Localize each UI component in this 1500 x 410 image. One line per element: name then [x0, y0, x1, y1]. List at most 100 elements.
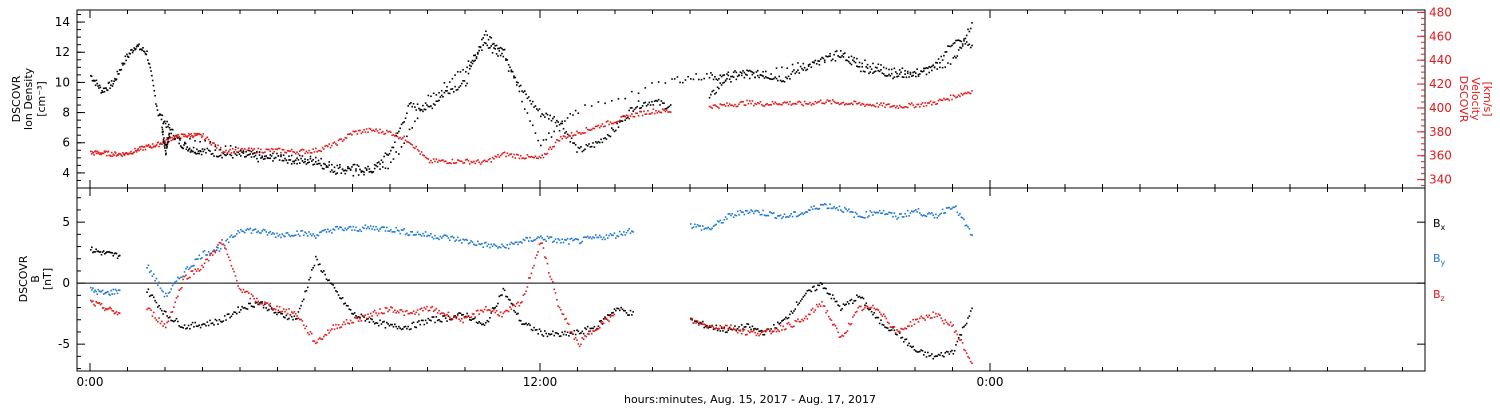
- bottom-bz-point: [884, 315, 886, 318]
- top-series-0-point: [442, 95, 444, 98]
- top-series-0-point: [126, 53, 128, 56]
- bottom-bz-point: [353, 316, 356, 319]
- bottom-bx-point: [345, 304, 348, 307]
- top-series-1-point: [489, 157, 491, 160]
- bottom-by-point: [469, 242, 471, 244]
- bottom-by-point: [917, 207, 920, 210]
- bottom-bz-point: [971, 362, 973, 365]
- top-series-1-point: [767, 104, 770, 106]
- bottom-bx-point: [108, 251, 110, 253]
- bottom-bz-point: [440, 312, 443, 315]
- top-series-0-point: [807, 64, 810, 66]
- bottom-bx-point: [353, 312, 356, 314]
- bottom-bz-point: [328, 332, 330, 334]
- top-series-0-point: [931, 69, 933, 72]
- bottom-bz-point: [371, 315, 373, 317]
- bottom-by-point: [523, 239, 526, 242]
- top-series-0-point: [873, 71, 876, 73]
- top-series-0-point: [313, 163, 316, 165]
- bottom-bz-point: [825, 311, 827, 314]
- bottom-by-point: [316, 234, 318, 236]
- bottom-bx-point: [101, 251, 104, 253]
- bottom-bx-point: [162, 313, 164, 315]
- bottom-bz-point: [893, 326, 896, 328]
- top-series-0-point: [600, 138, 602, 141]
- bottom-bz-point: [235, 279, 238, 282]
- bottom-bx-point: [154, 299, 156, 302]
- top-series-1-point: [833, 100, 835, 103]
- top-series-0-point: [213, 155, 215, 157]
- bottom-bx-point: [803, 294, 806, 297]
- bottom-bx-point: [602, 318, 605, 320]
- top-series-1-point: [106, 151, 109, 153]
- top-series-2-point: [282, 154, 285, 157]
- bottom-bz-point: [767, 328, 770, 330]
- top-series-1-point: [140, 145, 143, 148]
- top-series-0-point: [306, 162, 309, 164]
- top-series-2-point: [715, 78, 718, 80]
- top-right-tick-label-3: 400: [1429, 101, 1452, 115]
- top-series-1-point: [331, 144, 333, 147]
- top-series-0-point: [118, 73, 120, 75]
- top-series-1-point: [625, 114, 628, 117]
- bottom-bx-point: [578, 332, 581, 335]
- top-series-2-point: [931, 65, 933, 68]
- bottom-bz-point: [93, 303, 95, 306]
- top-series-0-point: [825, 55, 827, 57]
- top-series-2-point: [454, 74, 456, 76]
- top-series-0-point: [728, 78, 731, 81]
- top-series-0-point: [628, 109, 630, 112]
- top-series-0-point: [102, 91, 104, 94]
- bottom-bz-point: [458, 318, 460, 321]
- top-series-0-point: [912, 71, 914, 74]
- top-series-1-point: [120, 154, 123, 157]
- top-series-2-point: [486, 44, 489, 47]
- bottom-bz-point: [544, 256, 546, 258]
- top-series-1-point: [349, 132, 352, 135]
- bottom-bx-point: [294, 318, 297, 320]
- bottom-bz-point: [349, 319, 352, 322]
- top-series-1-point: [860, 104, 862, 106]
- bottom-bz-point: [333, 328, 336, 331]
- bottom-by-point: [510, 241, 513, 244]
- top-series-2-point: [339, 163, 341, 166]
- top-series-0-point: [771, 78, 774, 81]
- top-series-1-point: [371, 129, 373, 132]
- top-series-2-point: [698, 78, 700, 81]
- top-series-2-point: [349, 168, 352, 171]
- bottom-bx-point: [864, 304, 866, 307]
- bottom-by-point: [797, 215, 799, 217]
- bottom-bz-point: [301, 320, 304, 322]
- bottom-bz-point: [813, 311, 815, 313]
- top-series-1-point: [163, 140, 166, 142]
- top-series-0-point: [185, 148, 188, 151]
- top-series-1-point: [235, 151, 238, 153]
- top-series-0-point: [848, 56, 850, 59]
- top-series-1-point: [150, 146, 152, 149]
- top-series-1-point: [482, 160, 485, 162]
- bottom-bx-point: [861, 296, 864, 299]
- bottom-bz-point: [690, 318, 692, 321]
- top-series-0-point: [470, 65, 472, 68]
- top-series-0-point: [200, 150, 202, 153]
- bottom-bx-point: [357, 316, 360, 318]
- top-series-1-point: [769, 104, 771, 106]
- bottom-by-point: [105, 291, 107, 294]
- bottom-by-point: [390, 228, 392, 231]
- top-series-0-point: [588, 143, 590, 145]
- top-series-0-point: [122, 62, 125, 65]
- top-series-2-point: [968, 30, 971, 33]
- bottom-bz-point: [838, 336, 841, 338]
- top-series-2-point: [936, 68, 939, 70]
- top-series-0-point: [858, 65, 861, 68]
- top-series-0-point: [718, 87, 720, 90]
- top-series-2-point: [290, 154, 293, 157]
- top-series-0-point: [276, 152, 278, 155]
- top-series-1-point: [609, 121, 612, 123]
- top-series-0-point: [763, 77, 766, 79]
- top-series-1-point: [775, 102, 778, 105]
- bottom-by-point: [708, 228, 711, 230]
- top-series-1-point: [840, 103, 842, 105]
- top-series-0-point: [582, 149, 585, 152]
- bottom-bx-point: [97, 250, 100, 252]
